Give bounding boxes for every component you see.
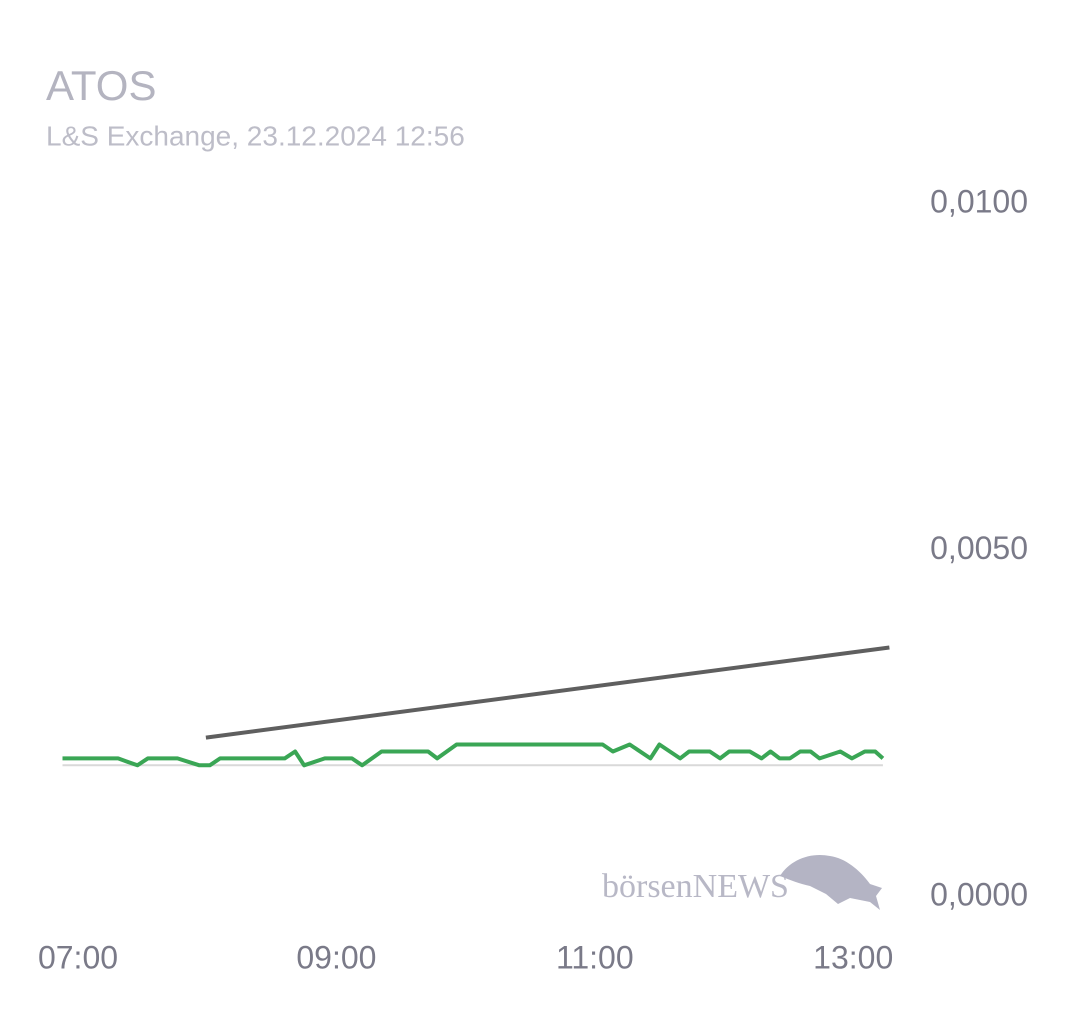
x-tick-label: 07:00 xyxy=(38,939,118,975)
chart-subtitle: L&S Exchange, 23.12.2024 12:56 xyxy=(46,120,465,151)
x-tick-label: 13:00 xyxy=(813,939,893,975)
chart-title: ATOS xyxy=(46,62,156,109)
price-line xyxy=(205,645,890,740)
y-tick-label: 0,0000 xyxy=(930,876,1028,912)
watermark-text: börsenNEWS xyxy=(602,868,789,905)
y-tick-label: 0,0100 xyxy=(930,183,1028,219)
watermark: börsenNEWS xyxy=(602,854,882,910)
price-line xyxy=(62,742,885,768)
bull-icon xyxy=(780,854,882,910)
y-tick-label: 0,0050 xyxy=(930,530,1028,566)
x-tick-label: 09:00 xyxy=(296,939,376,975)
x-tick-label: 11:00 xyxy=(556,939,634,975)
